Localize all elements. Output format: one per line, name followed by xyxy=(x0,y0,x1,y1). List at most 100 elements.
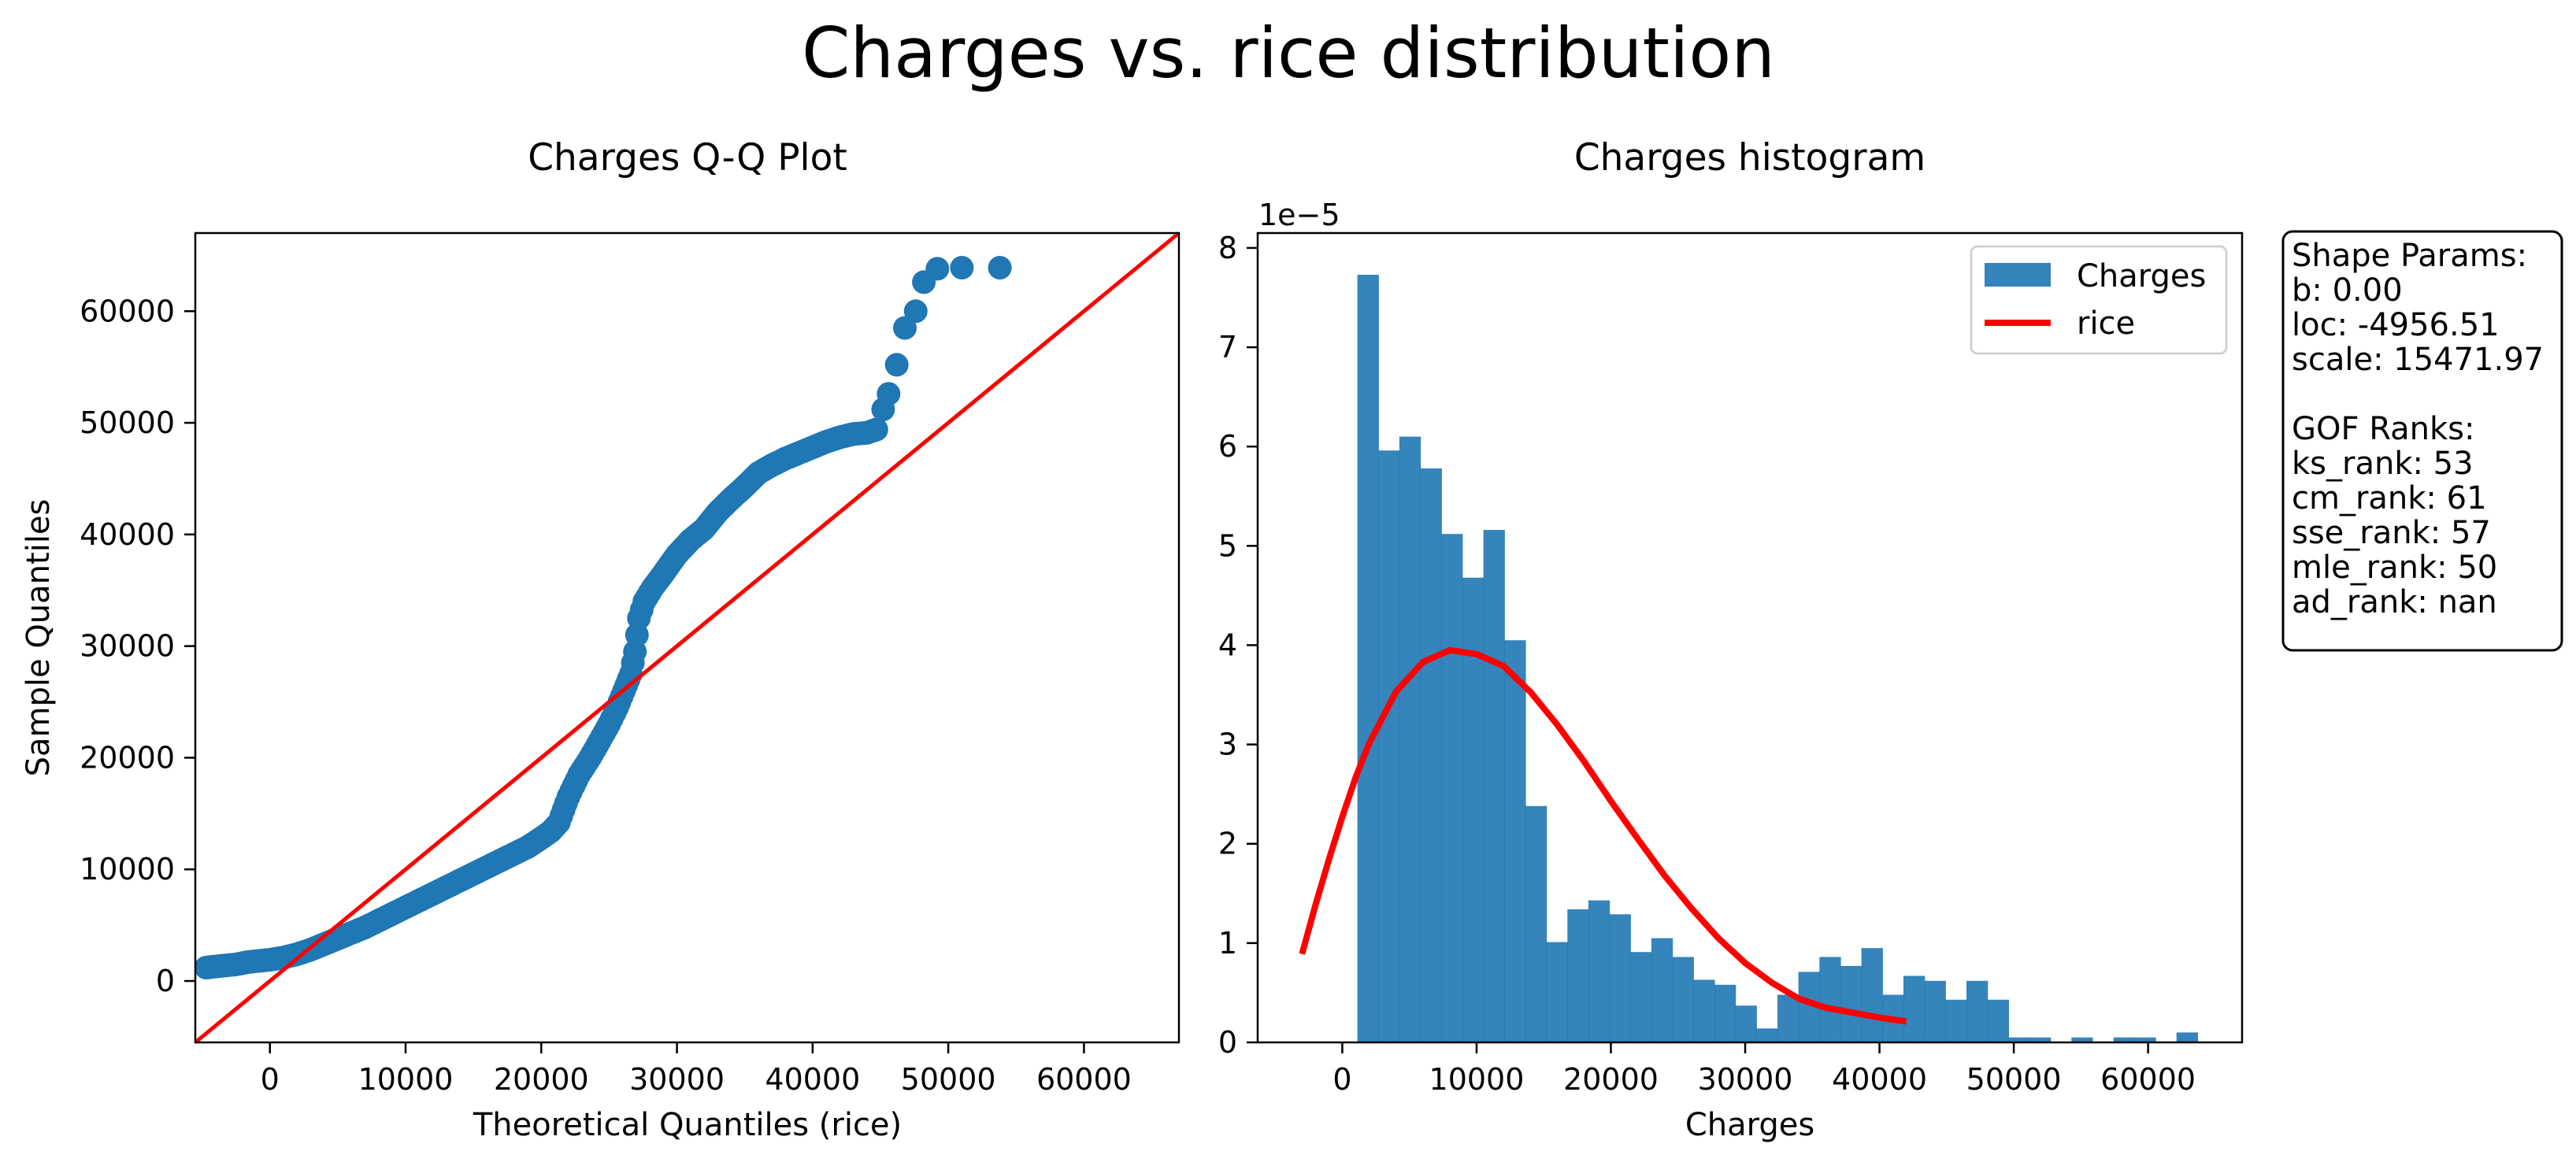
qq-y-tick-label: 0 xyxy=(156,964,175,998)
histogram-bar xyxy=(2029,1037,2052,1042)
histogram-bar xyxy=(2008,1037,2030,1042)
qq-y-tick-label: 10000 xyxy=(80,852,175,887)
histogram-bar xyxy=(1966,980,1989,1042)
info-box-line: ad_rank: nan xyxy=(2292,584,2497,620)
histogram-bar xyxy=(1399,436,1421,1042)
histogram-x-tick-label: 60000 xyxy=(2100,1062,2196,1097)
histogram-bar xyxy=(1777,994,1799,1042)
histogram-y-offset-label: 1e−5 xyxy=(1258,198,1340,232)
qq-plot-area xyxy=(194,231,1181,1044)
qq-x-tick-label: 60000 xyxy=(1036,1062,1132,1097)
info-box-line: scale: 15471.97 xyxy=(2292,342,2544,378)
histogram-bar xyxy=(1735,1005,1757,1042)
histogram-x-tick-label: 50000 xyxy=(1966,1062,2062,1097)
info-box-line: b: 0.00 xyxy=(2292,272,2403,309)
histogram-bar xyxy=(1525,805,1547,1042)
histogram-bar xyxy=(1714,984,1736,1042)
qq-x-axis: 0 10000 20000 30000 40000 50000 60000 xyxy=(261,1042,1132,1097)
histogram-bar xyxy=(2071,1037,2093,1042)
qq-x-tick-label: 20000 xyxy=(494,1062,589,1097)
qq-point xyxy=(893,316,917,340)
histogram-bar xyxy=(1504,640,1526,1042)
histogram-bar xyxy=(1903,975,1926,1042)
histogram-bar xyxy=(2176,1032,2198,1042)
histogram-y-tick-label: 6 xyxy=(1218,429,1237,464)
histogram-bar xyxy=(1588,900,1610,1042)
histogram-bar xyxy=(1462,577,1484,1042)
histogram-x-tick-label: 20000 xyxy=(1563,1062,1659,1097)
histogram-x-tick-label: 0 xyxy=(1332,1062,1351,1097)
qq-y-axis: 0 10000 20000 30000 40000 50000 60000 xyxy=(80,294,195,998)
histogram-bar xyxy=(1609,914,1631,1042)
histogram-y-tick-label: 0 xyxy=(1218,1025,1237,1060)
histogram-x-tick-label: 40000 xyxy=(1832,1062,1927,1097)
histogram-panel: Charges histogram 1e−5 0 10000 20000 30000 4… xyxy=(1218,136,2244,1143)
qq-point xyxy=(864,417,888,442)
histogram-y-tick-label: 2 xyxy=(1218,827,1237,861)
histogram-y-axis: 0 1 2 3 4 5 6 7 8 xyxy=(1218,231,1258,1060)
legend-swatch-charges xyxy=(1985,263,2051,287)
histogram-frame xyxy=(1256,231,2244,1044)
qq-y-tick-label: 60000 xyxy=(80,294,175,328)
histogram-bar xyxy=(1630,952,1652,1042)
qq-point xyxy=(884,353,909,377)
info-box-line: loc: -4956.51 xyxy=(2292,307,2500,343)
qq-plot-panel: Charges Q-Q Plot 0 10000 20000 30000 40000 50… xyxy=(20,136,1181,1143)
info-box-frame xyxy=(2281,230,2563,652)
qq-x-tick-label: 50000 xyxy=(901,1062,996,1097)
qq-y-tick-label: 50000 xyxy=(80,405,175,440)
info-box-line: cm_rank: 61 xyxy=(2292,480,2487,516)
histogram-x-tick-label: 10000 xyxy=(1429,1062,1525,1097)
histogram-bar xyxy=(1420,468,1442,1042)
qq-x-tick-label: 10000 xyxy=(358,1062,454,1097)
histogram-bar xyxy=(1987,999,2009,1042)
qq-point xyxy=(903,299,928,324)
histogram-bar xyxy=(1483,530,1505,1042)
histogram-bar xyxy=(1672,957,1694,1042)
histogram-bar xyxy=(2113,1037,2135,1042)
histogram-y-tick-label: 5 xyxy=(1218,528,1237,563)
histogram-bar xyxy=(1378,450,1400,1042)
histogram-y-tick-label: 3 xyxy=(1218,727,1237,762)
histogram-x-axis-label: Charges xyxy=(1685,1107,1814,1143)
histogram-bar xyxy=(1756,1028,1778,1042)
qq-plot-title: Charges Q-Q Plot xyxy=(528,136,847,180)
qq-x-axis-label: Theoretical Quantiles (rice) xyxy=(473,1107,902,1143)
histogram-title: Charges histogram xyxy=(1574,136,1926,180)
histogram-bar xyxy=(1861,948,1883,1042)
qq-point xyxy=(950,256,974,279)
qq-y-tick-label: 20000 xyxy=(80,740,175,775)
histogram-legend: Charges rice xyxy=(1970,245,2228,355)
histogram-bar xyxy=(2134,1037,2156,1042)
qq-point xyxy=(925,257,950,281)
qq-reference-line xyxy=(194,231,1181,1044)
histogram-bar xyxy=(1819,957,1841,1042)
info-box-line: ks_rank: 53 xyxy=(2292,446,2474,482)
histogram-bar xyxy=(1546,942,1568,1042)
info-box-line: GOF Ranks: xyxy=(2292,411,2474,447)
qq-x-tick-label: 40000 xyxy=(765,1062,860,1097)
histogram-bar xyxy=(1651,938,1673,1042)
histogram-y-tick-label: 8 xyxy=(1218,231,1237,265)
qq-point xyxy=(988,256,1012,279)
histogram-bar xyxy=(1357,275,1379,1042)
info-box-line: Shape Params: xyxy=(2292,238,2527,274)
qq-x-tick-label: 0 xyxy=(261,1062,280,1097)
histogram-x-tick-label: 30000 xyxy=(1698,1062,1793,1097)
qq-y-tick-label: 30000 xyxy=(80,629,175,664)
legend-label-rice: rice xyxy=(2077,305,2135,342)
legend-label-charges: Charges xyxy=(2077,258,2206,294)
histogram-y-tick-label: 4 xyxy=(1218,627,1237,662)
qq-plot-frame xyxy=(194,231,1181,1044)
info-box-line: mle_rank: 50 xyxy=(2292,550,2497,586)
qq-y-axis-label: Sample Quantiles xyxy=(20,499,57,777)
histogram-x-axis: 0 10000 20000 30000 40000 50000 60000 xyxy=(1332,1042,2196,1097)
histogram-bar xyxy=(1441,534,1463,1042)
histogram-plot-area xyxy=(1299,275,2198,1042)
histogram-bar xyxy=(1567,909,1589,1042)
qq-point xyxy=(877,382,901,406)
info-box-line: sse_rank: 57 xyxy=(2292,515,2491,551)
